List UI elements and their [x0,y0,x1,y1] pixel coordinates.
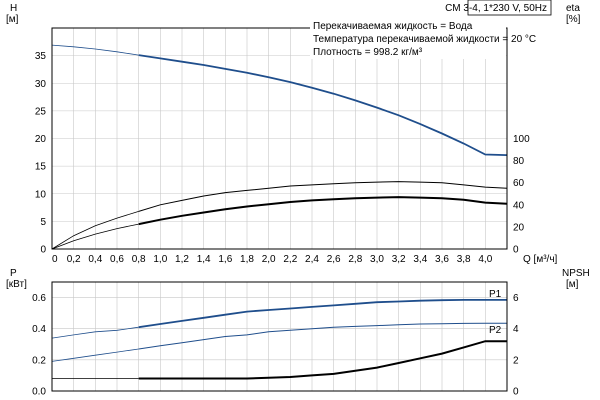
info-box [310,17,506,59]
bottom-right-tick-label: 0 [513,387,519,398]
x-tick-label: 2,4 [305,254,319,265]
bottom-left-axis-label-line2: [кВт] [6,279,27,290]
top-series-0-extrapolated [51,44,139,56]
bottom-left-tick-label: 0.2 [32,355,46,366]
top-right-tick-label: 20 [513,222,525,233]
bottom-right-axis-label-line1: NPSH [562,268,590,279]
x-tick-label: 0,8 [132,254,146,265]
x-axis-label: Q [м³/ч] [523,254,558,265]
top-left-tick-label: 0 [40,245,46,256]
x-tick-label: 3,2 [392,254,406,265]
bottom-left-tick-label: 0.0 [32,387,46,398]
x-tick-label: 2,8 [348,254,362,265]
bottom-right-axis-ticks: 0 2 4 6 [513,293,519,397]
bottom-series-0-line [138,299,507,329]
top-right-tick-label: 60 [513,178,525,189]
x-tick-label: 0 [52,254,58,265]
x-tick-label: 2,0 [262,254,276,265]
top-left-tick-label: 5 [40,217,46,228]
info-line-fluid: Перекачиваемая жидкость = Вода [313,21,473,32]
bottom-series-2-line [138,340,507,380]
x-tick-label: 0,2 [67,254,81,265]
x-tick-label: 0,4 [88,254,102,265]
top-series-0-line [138,54,508,156]
top-left-tick-label: 30 [35,79,47,90]
bottom-plot-frame [51,281,508,392]
top-left-tick-label: 20 [35,134,47,145]
bottom-left-tick-label: 0.6 [32,293,46,304]
x-tick-label: 3,4 [413,254,427,265]
top-right-tick-label: 40 [513,200,525,211]
x-tick-label: 2,2 [283,254,297,265]
top-left-tick-label: 10 [35,189,47,200]
top-grid [52,28,507,249]
x-tick-label: 2,6 [327,254,341,265]
x-tick-label: 4,0 [478,254,492,265]
bottom-left-tick-label: 0.4 [32,324,46,335]
bottom-left-axis-ticks: 0.0 0.2 0.4 0.6 [32,293,46,397]
x-tick-label: 1,6 [218,254,232,265]
top-right-axis-ticks: 0 20 40 60 80 100 [513,134,530,256]
series-label-p2: P2 [489,325,502,336]
top-right-tick-label: 0 [513,245,519,256]
x-tick-label: 1,8 [240,254,254,265]
bottom-right-tick-label: 6 [513,293,519,304]
top-left-tick-label: 35 [35,51,47,62]
top-left-axis-ticks: 0 5 10 15 20 25 30 35 [35,51,47,255]
info-line-temperature: Температура перекачиваемой жидкости = 20… [313,34,536,45]
top-right-tick-label: 100 [513,134,530,145]
top-plot-frame [51,27,508,250]
top-left-tick-label: 25 [35,106,47,117]
top-right-axis-label-line1: eta [566,3,580,14]
x-tick-label: 0,6 [110,254,124,265]
x-tick-label: 3,0 [370,254,384,265]
x-tick-label: 3,6 [435,254,449,265]
top-right-tick-label: 80 [513,156,525,167]
top-right-axis-label-line2: [%] [566,14,581,25]
top-left-axis-label-line1: H [10,3,17,14]
bottom-series-1-line [138,322,507,350]
x-axis-ticks: 0 0,2 0,4 0,6 0,8 1,0 1,2 1,4 1,6 1,8 2,0 2,2 2,4 2,6… [52,254,493,265]
info-line-density: Плотность = 998.2 кг/м³ [313,47,423,58]
bottom-series-0-extrapolated [51,326,139,339]
bottom-right-axis-label-line2: [м] [566,279,579,290]
bottom-curves [51,299,507,380]
x-tick-label: 1,0 [153,254,167,265]
bottom-left-axis-label-line1: P [10,268,17,279]
x-tick-label: 1,4 [197,254,211,265]
chart-title: CM 3-4, 1*230 V, 50Hz [445,3,547,14]
bottom-right-tick-label: 4 [513,324,519,335]
bottom-right-tick-label: 2 [513,355,519,366]
top-series-2-extrapolated [51,223,139,250]
top-series-2-line [138,196,508,226]
top-curves [51,44,508,250]
top-left-axis-label-line2: [м] [6,14,19,25]
bottom-series-1-extrapolated [51,348,139,362]
top-series-1-line [138,181,508,212]
top-left-tick-label: 15 [35,162,47,173]
series-label-p1: P1 [489,289,502,300]
x-tick-label: 3,8 [457,254,471,265]
top-series-1-extrapolated [51,211,139,250]
x-tick-label: 1,2 [175,254,189,265]
title-box [467,0,552,16]
bottom-grid [52,282,507,391]
